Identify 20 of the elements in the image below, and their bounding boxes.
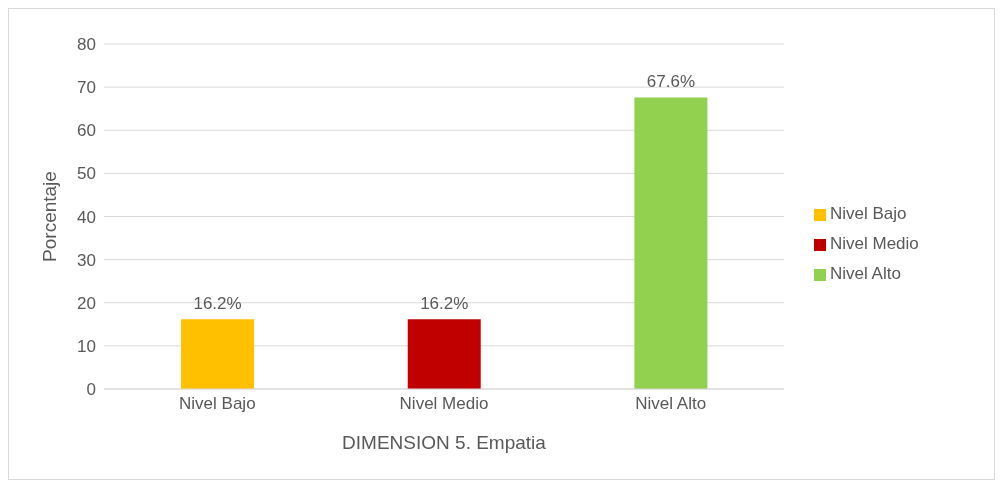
y-tick-label: 0 [86,380,96,400]
legend-label: Nivel Medio [830,234,919,253]
y-tick-label: 10 [77,336,96,356]
y-axis-title: Porcentaje [38,171,60,262]
x-tick-label: Nivel Alto [635,394,707,414]
y-tick-label: 70 [77,78,96,98]
data-label: 16.2% [420,294,469,314]
data-label: 16.2% [193,294,242,314]
y-tick-label: 30 [77,250,96,270]
legend-label: Nivel Alto [830,264,901,283]
y-tick-label: 40 [77,207,96,227]
x-tick-label: Nivel Medio [399,394,489,414]
y-tick-label: 50 [77,164,96,184]
y-tick-label: 60 [77,121,96,141]
x-axis-title: DIMENSION 5. Empatia [342,432,547,453]
y-tick-label: 20 [77,293,96,313]
x-tick-label: Nivel Bajo [179,394,256,414]
y-tick-label: 80 [77,35,96,55]
data-label: 67.6% [646,72,695,92]
legend-label: Nivel Bajo [830,204,907,223]
